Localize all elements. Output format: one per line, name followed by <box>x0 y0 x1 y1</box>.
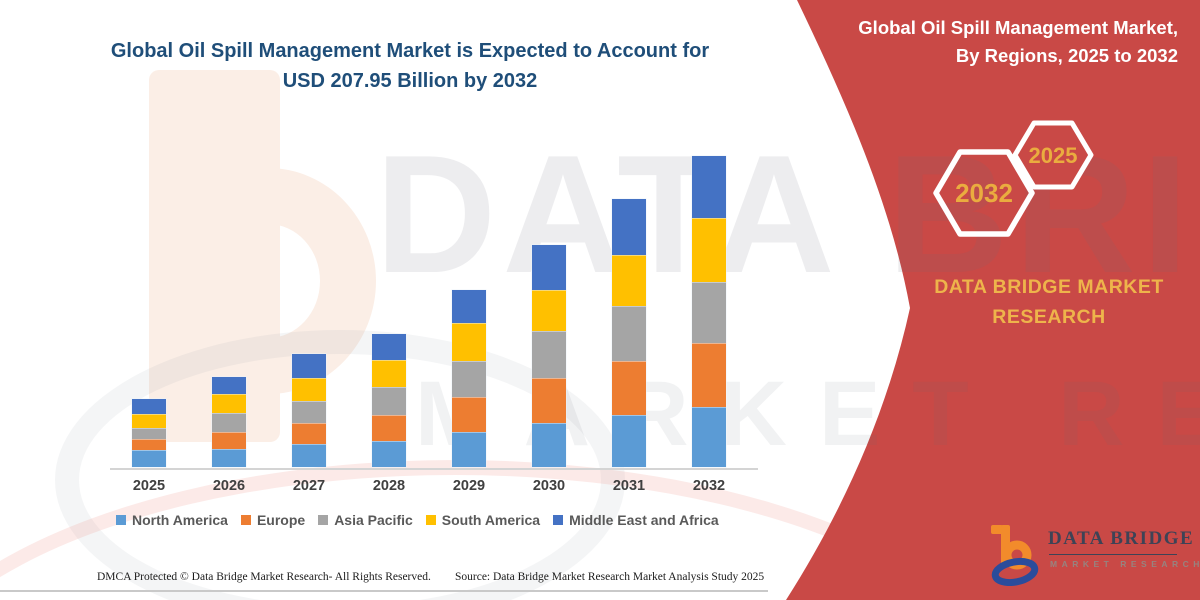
data-bridge-logo: DATA BRIDGE MARKET RESEARCH <box>988 522 1199 590</box>
bar-segment-2028-europe <box>372 414 406 441</box>
bar-segment-2029-asia-pacific <box>452 360 486 398</box>
bar-segment-2029-europe <box>452 397 486 433</box>
chart-title: Global Oil Spill Management Market is Ex… <box>100 36 720 96</box>
legend-label: Middle East and Africa <box>569 512 719 528</box>
bar-segment-2026-asia-pacific <box>212 413 246 433</box>
legend-label: South America <box>441 512 541 528</box>
bar-segment-2032-north-america <box>692 406 726 467</box>
legend-item-asia-pacific: Asia Pacific <box>318 512 413 528</box>
bar-segment-2025-asia-pacific <box>132 427 166 439</box>
footer-source-text: Source: Data Bridge Market Research Mark… <box>455 571 765 583</box>
bar-segment-2031-asia-pacific <box>612 306 646 362</box>
x-axis-label-2027: 2027 <box>292 478 326 494</box>
bar-segment-2027-middle-east-and-africa <box>292 354 326 378</box>
bar-segment-2025-europe <box>132 438 166 451</box>
bar-segment-2026-middle-east-and-africa <box>212 377 246 395</box>
bar-segment-2028-north-america <box>372 440 406 467</box>
legend-label: Europe <box>256 512 306 528</box>
chart-title-line2: USD 207.95 Billion by 2032 <box>282 70 538 92</box>
legend-label: North America <box>132 512 228 528</box>
bar-segment-2027-asia-pacific <box>292 400 326 423</box>
bar-segment-2027-south-america <box>292 377 326 401</box>
hexagon-2025-label: 2025 <box>1029 143 1078 168</box>
bar-segment-2030-south-america <box>532 289 566 332</box>
bar-segment-2027-north-america <box>292 444 326 467</box>
bar-segment-2031-middle-east-and-africa <box>612 199 646 255</box>
legend-item-middle-east-and-africa: Middle East and Africa <box>553 512 719 528</box>
legend-marker <box>240 515 251 525</box>
hexagon-2025 <box>1012 120 1094 190</box>
bar-segment-2025-north-america <box>132 450 166 467</box>
bar-segment-2028-middle-east-and-africa <box>372 333 406 360</box>
bar-segment-2032-middle-east-and-africa <box>692 156 726 219</box>
x-axis-label-2029: 2029 <box>452 478 486 494</box>
bar-segment-2032-europe <box>692 342 726 407</box>
brand-text-line1: DATA BRIDGE MARKET <box>934 276 1164 298</box>
hexagon-2032 <box>933 149 1035 237</box>
chart-title-line1: Global Oil Spill Management Market is Ex… <box>110 40 710 62</box>
bar-segment-2029-middle-east-and-africa <box>452 290 486 323</box>
footer-divider-line <box>0 590 768 592</box>
bar-segment-2030-middle-east-and-africa <box>532 244 566 290</box>
hexagon-2032-label: 2032 <box>955 178 1013 208</box>
x-axis-label-2031: 2031 <box>612 478 646 494</box>
panel-title-line1: Global Oil Spill Management Market, <box>858 17 1178 38</box>
footer-dmca-text: DMCA Protected © Data Bridge Market Rese… <box>97 571 431 583</box>
x-axis-label-2026: 2026 <box>212 478 246 494</box>
bar-segment-2031-europe <box>612 361 646 416</box>
x-axis-label-2025: 2025 <box>132 478 166 494</box>
bar-segment-2030-north-america <box>532 423 566 467</box>
x-axis-label-2032: 2032 <box>692 478 726 494</box>
panel-title-line2: By Regions, 2025 to 2032 <box>955 44 1178 66</box>
bar-segment-2027-europe <box>292 422 326 445</box>
legend-item-south-america: South America <box>425 512 541 528</box>
bar-segment-2030-asia-pacific <box>532 331 566 379</box>
bar-segment-2028-south-america <box>372 359 406 388</box>
logo-wordmark: DATA BRIDGE <box>1048 528 1195 549</box>
bar-segment-2031-south-america <box>612 254 646 307</box>
bar-segment-2026-north-america <box>212 449 246 467</box>
legend-marker <box>116 515 126 525</box>
bar-segment-2026-europe <box>212 432 246 450</box>
bar-segment-2025-south-america <box>132 413 166 428</box>
legend-marker <box>425 515 436 525</box>
legend-label: Asia Pacific <box>334 512 413 528</box>
bar-segment-2026-south-america <box>212 394 246 414</box>
bar-segment-2029-north-america <box>452 432 486 467</box>
bar-segment-2032-south-america <box>692 218 726 283</box>
bar-segment-2030-europe <box>532 378 566 424</box>
legend-item-europe: Europe <box>240 512 306 528</box>
legend-marker <box>553 515 564 525</box>
bar-segment-2029-south-america <box>452 322 486 361</box>
bar-segment-2025-middle-east-and-africa <box>132 399 166 414</box>
logo-divider <box>1049 554 1177 555</box>
logo-subtitle: MARKET RESEARCH <box>1050 559 1200 569</box>
data-bridge-logo-icon <box>991 525 1039 586</box>
bar-segment-2031-north-america <box>612 415 646 467</box>
panel-title: Global Oil Spill Management Market, By R… <box>808 14 1178 70</box>
brand-text: DATA BRIDGE MARKET RESEARCH <box>920 272 1178 332</box>
brand-text-line2: RESEARCH <box>992 306 1106 329</box>
x-axis-line <box>110 468 758 470</box>
legend-item-north-america: North America <box>116 512 228 528</box>
chart-legend: North America Europe Asia Pacific South Ame… <box>116 512 719 528</box>
bar-segment-2032-asia-pacific <box>692 282 726 343</box>
stacked-bar-chart: 2025 2026 2027 2028 2029 2030 2031 2032 <box>110 156 758 494</box>
bar-segment-2028-asia-pacific <box>372 387 406 415</box>
x-axis-label-2030: 2030 <box>532 478 566 494</box>
legend-marker <box>318 515 329 525</box>
x-axis-label-2028: 2028 <box>372 478 406 494</box>
